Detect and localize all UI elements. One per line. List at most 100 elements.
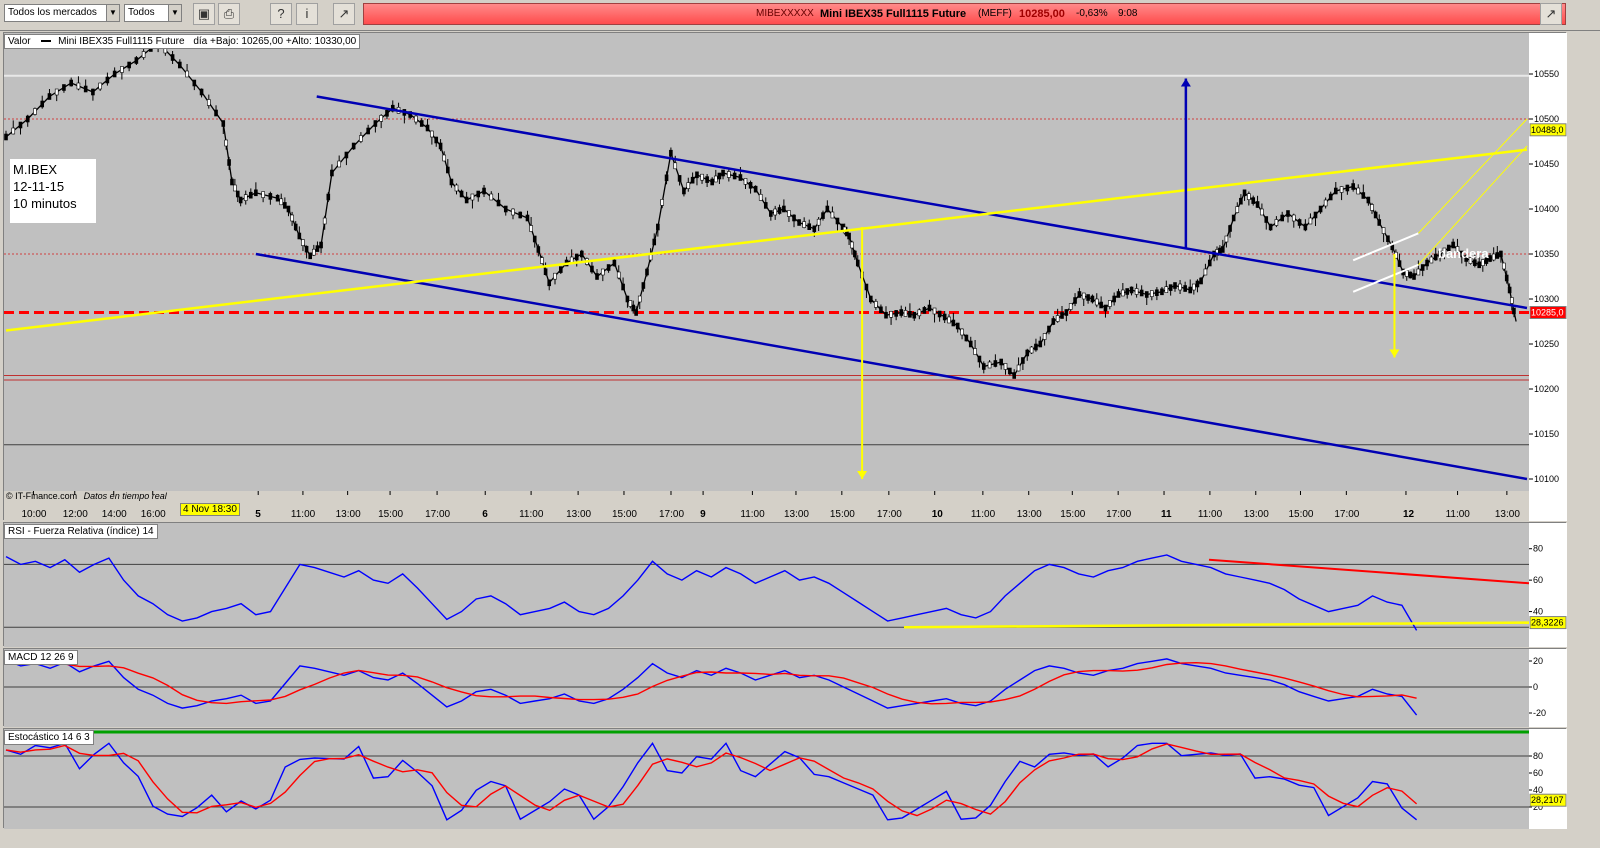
legend-range-info: día +Bajo: 10265,00 +Alto: 10330,00 — [193, 36, 357, 47]
price-legend: Valor Mini IBEX35 Full1115 Future día +B… — [4, 34, 361, 49]
candle-body — [821, 212, 825, 219]
print-icon[interactable]: ⎙ — [218, 3, 240, 25]
candle-body — [912, 311, 917, 319]
candle-body — [227, 159, 231, 166]
annotation-line: 12-11-15 — [13, 179, 65, 194]
candle-body — [4, 133, 8, 141]
candle-body — [1108, 300, 1112, 307]
candle-body — [637, 295, 642, 303]
candle-body — [1484, 257, 1489, 264]
candle-body — [1455, 246, 1460, 253]
candle-body — [98, 82, 102, 90]
zoom-chart-icon[interactable]: ↗ — [1540, 3, 1562, 25]
candle-body — [359, 135, 363, 142]
help-icon[interactable]: ? — [270, 3, 292, 25]
candle-body — [864, 283, 869, 291]
chevron-down-icon[interactable]: ▼ — [106, 5, 119, 21]
candle-body — [1192, 283, 1196, 291]
candle-body — [1081, 292, 1086, 300]
realtime-text: Datos en tiempo real — [83, 491, 167, 501]
flag-label: bandera — [1438, 246, 1489, 261]
candle-body — [76, 82, 81, 90]
candle-body — [1507, 286, 1512, 294]
candle-body — [903, 310, 908, 317]
candle-body — [11, 127, 16, 135]
indicator-plot-area — [4, 523, 1529, 647]
candle-body — [476, 190, 481, 198]
macd-chart-svg[interactable]: 20 0 -20 — [4, 649, 1567, 727]
time-tick-label: 5 — [255, 509, 261, 520]
indicator-tick-label: 60 — [1533, 575, 1543, 585]
chart-icon[interactable]: ↗ — [333, 3, 355, 25]
time-tick-label: 13:00 — [1244, 509, 1269, 520]
candle-body — [1090, 295, 1095, 303]
candle-body — [238, 196, 243, 204]
candle-body — [899, 309, 904, 316]
trendline-lower-channel — [255, 252, 1528, 481]
info-icon[interactable]: i — [296, 3, 318, 25]
candle-body — [1173, 282, 1177, 289]
candle-body — [802, 221, 806, 228]
candle-body — [686, 182, 691, 189]
candle-body — [1134, 288, 1139, 295]
rsi-value-tag-box — [1529, 616, 1567, 630]
candle-body — [1042, 333, 1047, 340]
indicator-tick-label: 0 — [1533, 682, 1538, 692]
market-select[interactable]: Todos los mercados ▼ — [4, 4, 120, 22]
candle-body — [1183, 285, 1187, 292]
candle-body — [727, 171, 731, 178]
candle-body — [1381, 227, 1386, 234]
candle-body — [951, 319, 956, 327]
candle-body — [224, 139, 228, 147]
indicator-tick-label: 20 — [1533, 802, 1543, 812]
time-tick-label: 17:00 — [425, 509, 450, 520]
candle-body — [922, 307, 927, 314]
candle-body — [425, 124, 430, 132]
candle-body — [449, 178, 454, 186]
candle-body — [293, 223, 298, 231]
save-icon[interactable]: ▣ — [193, 3, 215, 25]
candle-body — [83, 85, 88, 93]
price-tag-label: 10285,0 — [1531, 308, 1564, 318]
candle-body — [414, 115, 418, 123]
price-tick-label: 10400 — [1534, 204, 1559, 214]
trendline-flag-lower — [1352, 263, 1419, 293]
candle-body — [261, 191, 265, 198]
candle-body — [993, 360, 998, 367]
filter-select-value: Todos — [128, 7, 155, 18]
indicator-plot-area — [4, 649, 1529, 727]
time-tick-label: 12:00 — [63, 509, 88, 520]
candle-body — [511, 208, 515, 216]
candle-body — [1203, 268, 1208, 276]
indicator-tick-label: 80 — [1533, 544, 1543, 554]
time-tick-label: 14:00 — [102, 509, 127, 520]
candle-body — [559, 266, 563, 273]
candle-body — [700, 173, 704, 181]
indicator-axis-area — [1529, 729, 1567, 829]
candle-body — [1373, 211, 1378, 219]
candle-body — [1451, 241, 1455, 249]
trendline-upper-channel — [316, 95, 1528, 310]
price-chart-svg[interactable]: 10550 10500 10450 10400 10350 10300 10250 10200… — [4, 33, 1567, 521]
candle-body — [1313, 211, 1318, 219]
candle-body — [1491, 253, 1496, 261]
candle-body — [999, 358, 1003, 366]
time-tick-label: 13:00 — [784, 509, 809, 520]
candle-body — [874, 301, 878, 308]
chevron-down-icon[interactable]: ▼ — [168, 5, 181, 21]
rsi-value-tag: 28,3226 — [1531, 618, 1564, 628]
candle-body — [825, 205, 830, 213]
candle-body — [853, 250, 857, 258]
candle-body — [1064, 309, 1069, 316]
candle-body — [932, 307, 937, 315]
filter-select[interactable]: Todos ▼ — [124, 4, 182, 22]
candle-body — [1038, 340, 1043, 348]
candle-body — [1178, 283, 1182, 291]
candle-body — [884, 311, 888, 319]
candle-body — [645, 268, 649, 276]
candle-body — [1077, 291, 1082, 298]
trendline-projection — [1417, 118, 1528, 234]
candle-body — [787, 210, 791, 217]
